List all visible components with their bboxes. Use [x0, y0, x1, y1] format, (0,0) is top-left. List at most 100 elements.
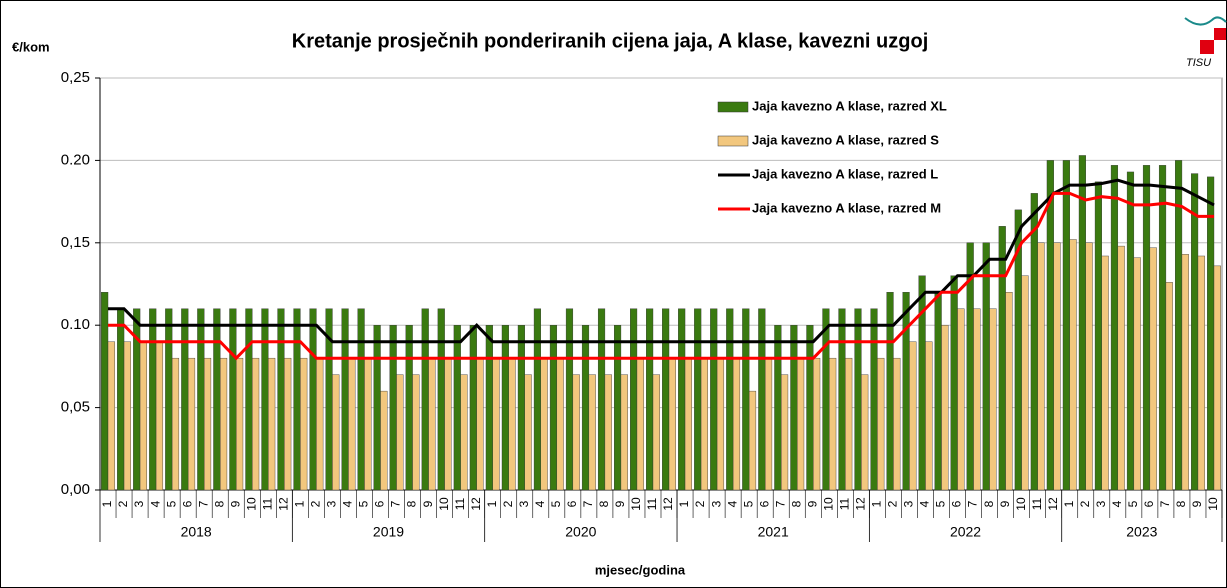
x-tick-label: 8 — [405, 500, 419, 507]
x-tick-label: 11 — [838, 497, 852, 510]
bar — [806, 325, 814, 491]
bar — [998, 226, 1006, 491]
x-tick-label: 11 — [1030, 497, 1044, 510]
bar — [1037, 242, 1045, 491]
x-tick-label: 6 — [565, 500, 579, 507]
legend-label: Jaja kavezno A klase, razred L — [752, 166, 938, 181]
x-tick-label: 3 — [517, 500, 531, 507]
bar — [854, 308, 862, 491]
x-tick-label: 4 — [1110, 500, 1124, 507]
bar — [1149, 247, 1157, 491]
x-tick-label: 5 — [741, 500, 755, 507]
bar — [1165, 282, 1173, 491]
y-tick-label: 0,25 — [61, 69, 90, 86]
bar — [646, 308, 654, 491]
bar — [428, 357, 436, 491]
chart-title: Kretanje prosječnih ponderiranih cijena … — [292, 30, 929, 52]
bar — [1174, 160, 1183, 491]
bar — [348, 357, 356, 491]
bar — [1191, 173, 1199, 491]
bar — [877, 357, 885, 491]
bar — [101, 292, 109, 491]
bar — [588, 374, 596, 491]
bar — [229, 308, 237, 491]
x-tick-label: 5 — [357, 500, 371, 507]
x-tick-label: 6 — [1142, 500, 1156, 507]
bar — [781, 374, 789, 491]
x-tick-label: 1 — [100, 500, 114, 507]
bar — [790, 325, 798, 491]
legend-swatch — [717, 135, 749, 147]
bar — [149, 308, 157, 491]
bar — [213, 308, 221, 491]
bar — [1133, 257, 1141, 491]
bar — [364, 357, 372, 491]
year-label: 2021 — [758, 524, 789, 540]
bar — [277, 308, 285, 491]
bar — [524, 374, 532, 491]
x-tick-label: 10 — [1206, 497, 1220, 511]
bar — [460, 374, 468, 491]
x-tick-label: 7 — [389, 500, 403, 507]
bar — [813, 357, 821, 491]
bar — [549, 325, 558, 491]
x-tick-label: 4 — [148, 500, 162, 507]
bar — [989, 308, 997, 491]
x-tick-label: 12 — [469, 497, 483, 511]
bar — [630, 308, 638, 491]
year-label: 2019 — [373, 524, 404, 540]
x-tick-label: 10 — [629, 497, 643, 511]
bar — [678, 308, 686, 491]
bar — [476, 357, 484, 491]
bar — [572, 374, 580, 491]
bar — [165, 308, 173, 491]
bar — [716, 357, 725, 491]
year-label: 2023 — [1126, 524, 1157, 540]
bar — [405, 325, 413, 491]
x-tick-label: 11 — [645, 497, 659, 510]
x-tick-label: 6 — [373, 500, 387, 507]
bar — [220, 357, 228, 491]
x-tick-label: 11 — [453, 497, 467, 510]
bar — [1094, 181, 1102, 491]
bar — [1030, 193, 1038, 491]
bar — [492, 357, 500, 491]
x-tick-label: 3 — [709, 500, 723, 507]
legend-label: Jaja kavezno A klase, razred M — [752, 200, 941, 215]
bar — [774, 325, 782, 491]
bar — [620, 374, 628, 491]
x-tick-label: 9 — [998, 500, 1012, 507]
bar — [1101, 255, 1109, 491]
bar — [1085, 242, 1093, 491]
bar — [797, 357, 805, 491]
x-tick-label: 8 — [1174, 500, 1188, 507]
bar — [380, 390, 388, 491]
bar — [453, 325, 461, 491]
x-tick-label: 12 — [661, 497, 675, 511]
x-tick-label: 9 — [613, 500, 627, 507]
bar — [925, 341, 933, 491]
y-tick-label: 0,00 — [61, 481, 90, 498]
x-axis-label: mjesec/godina — [595, 562, 686, 577]
x-tick-label: 2 — [501, 500, 515, 507]
x-tick-label: 2 — [886, 500, 900, 507]
y-tick-label: 0,15 — [61, 234, 90, 251]
x-tick-label: 7 — [1158, 500, 1172, 507]
bar — [732, 357, 741, 491]
bar — [389, 325, 397, 491]
bar — [700, 357, 709, 491]
y-tick-label: 0.10 — [61, 316, 90, 333]
bar — [155, 341, 164, 491]
y-axis-label: €/kom — [12, 39, 50, 54]
bar — [909, 341, 917, 491]
bar — [357, 308, 365, 491]
bar — [517, 325, 525, 491]
x-tick-label: 1 — [293, 500, 307, 507]
bar — [662, 308, 670, 491]
x-tick-label: 4 — [725, 500, 739, 507]
y-tick-label: 0,05 — [61, 399, 90, 416]
x-tick-label: 8 — [982, 500, 996, 507]
bar — [1110, 165, 1119, 491]
x-tick-label: 4 — [341, 500, 355, 507]
year-label: 2018 — [181, 524, 212, 540]
